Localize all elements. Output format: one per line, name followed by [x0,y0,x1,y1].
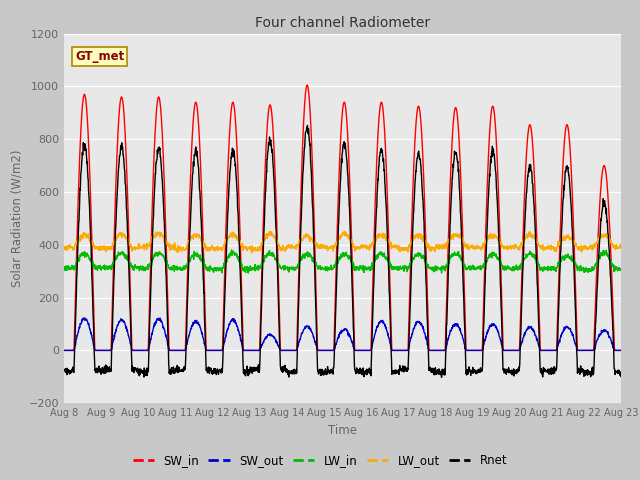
SW_in [371,213,379,219]
SW_out [584,348,591,353]
SW_out [60,348,68,353]
LW_in [359,264,367,269]
SW_out [359,348,367,353]
SW_out [371,332,379,337]
Text: GT_met: GT_met [75,50,124,63]
LW_out [340,228,348,234]
LW_out [505,246,513,252]
LW_out [617,241,625,247]
LW_in [617,267,625,273]
LW_out [248,250,255,256]
Rnet [371,248,379,254]
Legend: SW_in, SW_out, LW_in, LW_out, Rnet: SW_in, SW_out, LW_in, LW_out, Rnet [128,449,512,472]
Line: LW_in: LW_in [64,250,621,273]
Rnet [216,368,223,373]
Line: SW_in: SW_in [64,85,621,350]
SW_out [216,348,223,353]
LW_out [371,238,379,244]
LW_out [568,235,576,240]
Line: Rnet: Rnet [64,125,621,377]
SW_in [504,348,512,353]
LW_out [359,242,367,248]
SW_in [617,348,625,353]
SW_out [81,315,89,321]
LW_in [60,264,68,270]
Rnet [303,122,311,128]
LW_in [228,247,236,253]
SW_out [617,348,625,353]
LW_in [371,258,379,264]
SW_in [359,348,367,353]
Rnet [505,365,513,371]
SW_in [303,82,311,88]
LW_out [584,247,591,252]
Rnet [568,224,576,230]
Line: LW_out: LW_out [64,231,621,253]
SW_out [568,330,575,336]
Rnet [617,373,625,379]
LW_in [584,266,591,272]
LW_out [216,247,223,253]
LW_in [216,267,223,273]
LW_in [505,264,513,269]
X-axis label: Time: Time [328,424,357,437]
SW_out [504,348,512,353]
Y-axis label: Solar Radiation (W/m2): Solar Radiation (W/m2) [10,150,23,287]
SW_in [584,348,591,353]
Title: Four channel Radiometer: Four channel Radiometer [255,16,430,30]
SW_in [60,348,68,353]
Rnet [438,374,445,380]
Rnet [359,372,367,378]
SW_in [216,348,223,353]
LW_out [60,244,68,250]
Rnet [60,368,68,373]
Line: SW_out: SW_out [64,318,621,350]
SW_in [568,179,575,185]
LW_in [244,270,252,276]
LW_in [568,256,576,262]
Rnet [584,367,591,372]
